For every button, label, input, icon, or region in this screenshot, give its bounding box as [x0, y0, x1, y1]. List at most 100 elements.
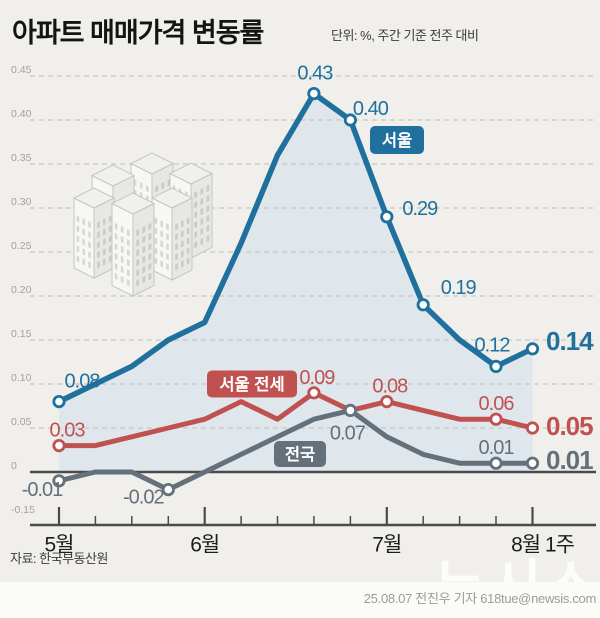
building-window: [194, 210, 198, 219]
building-window: [136, 238, 140, 247]
building-window: [148, 242, 152, 251]
value-label-seoul: 0.12: [475, 334, 511, 356]
series-badge-national: [274, 441, 326, 467]
building-window: [154, 217, 158, 225]
building-window: [160, 260, 163, 268]
building-roof: [129, 152, 175, 175]
building-window: [114, 272, 118, 281]
data-marker-seoul-jeonse: [307, 386, 321, 400]
building-window: [126, 228, 130, 237]
y-axis-tick-label: -0.15: [11, 504, 35, 516]
data-marker-national: [52, 474, 66, 488]
value-label-seoul-jeonse: 0.08: [372, 376, 408, 398]
building-window: [120, 275, 124, 284]
building-window: [154, 237, 158, 245]
building-window: [82, 218, 85, 226]
building-window: [139, 181, 143, 190]
building-window: [206, 234, 210, 243]
value-label-national: -0.01: [22, 479, 63, 501]
building-window: [126, 278, 130, 287]
building-window: [136, 278, 140, 287]
building-window: [181, 250, 184, 258]
page-title: 아파트 매매가격 변동률: [12, 18, 264, 48]
building-window: [126, 238, 130, 247]
data-marker-seoul: [380, 210, 394, 224]
building-window: [88, 241, 91, 249]
series-badge-label-national: 전국: [285, 445, 315, 464]
building-window: [166, 243, 169, 251]
value-label-national: -0.02: [123, 487, 164, 509]
building-window: [108, 225, 112, 233]
building-window: [194, 240, 198, 249]
building-window: [103, 248, 106, 256]
building-window: [181, 240, 184, 248]
building-window: [148, 272, 152, 281]
building-window: [200, 207, 204, 216]
building-window: [97, 241, 100, 249]
building-window: [126, 248, 130, 257]
data-marker-seoul: [52, 394, 66, 409]
y-axis-tick-label: 0.35: [11, 152, 32, 164]
y-axis-tick-label: 0.05: [11, 416, 32, 428]
data-marker-seoul-jeonse: [52, 438, 66, 453]
building-window: [114, 222, 118, 231]
building-window: [145, 184, 149, 193]
data-marker-seoul: [416, 298, 430, 312]
y-axis-tick-label: 0.30: [11, 196, 32, 208]
building-window: [108, 245, 112, 253]
building-window: [120, 235, 124, 244]
building-window: [186, 237, 190, 245]
series-line-national: [56, 407, 535, 493]
building-window: [161, 181, 165, 190]
value-label-seoul-jeonse: 0.09: [299, 367, 335, 389]
data-marker-seoul: [307, 87, 321, 101]
series-line-seoul-jeonse: [56, 390, 535, 449]
x-axis-label: 8월 1주: [511, 534, 575, 557]
building-window: [97, 221, 100, 229]
building-window: [186, 217, 190, 225]
building-roof: [150, 187, 194, 209]
building-window: [82, 248, 85, 256]
data-marker-seoul-jeonse: [380, 394, 394, 409]
series-line-seoul: [56, 90, 536, 405]
building-window: [103, 238, 106, 246]
building-window: [142, 275, 146, 284]
building-window: [206, 224, 210, 233]
building-window: [200, 227, 204, 236]
building-window: [200, 197, 204, 206]
building-window: [206, 214, 210, 223]
building-window: [136, 258, 140, 267]
data-marker-seoul: [343, 113, 357, 127]
value-label-seoul: 0.29: [402, 198, 438, 220]
data-marker-seoul-jeonse: [489, 412, 503, 426]
building-window: [114, 262, 118, 271]
building-window: [76, 225, 80, 233]
x-axis-label: 7월: [372, 534, 401, 557]
building-window: [175, 263, 178, 271]
series-badge-seoul-jeonse: [207, 370, 297, 398]
building-window: [126, 268, 130, 277]
building-window: [103, 258, 106, 266]
building-roof: [72, 187, 116, 209]
building-window: [97, 261, 100, 269]
value-label-seoul: 0.19: [441, 277, 477, 299]
building-window: [108, 255, 112, 263]
building-window: [166, 223, 169, 231]
building-window: [194, 230, 198, 239]
value-label-national: 0.01: [479, 437, 515, 459]
building-window: [97, 251, 100, 259]
value-label-national: 0.07: [330, 422, 366, 444]
building-window: [194, 190, 198, 199]
building-window: [200, 187, 204, 196]
building-window: [108, 235, 112, 243]
data-marker-national: [161, 482, 175, 497]
building-window: [148, 262, 152, 271]
building-window: [175, 233, 178, 241]
building-window: [142, 255, 146, 264]
y-axis-tick-label: 0.20: [11, 284, 32, 296]
source-note: 자료: 한국부동산원: [10, 551, 108, 566]
building-window: [88, 261, 91, 269]
building-window: [148, 232, 152, 241]
